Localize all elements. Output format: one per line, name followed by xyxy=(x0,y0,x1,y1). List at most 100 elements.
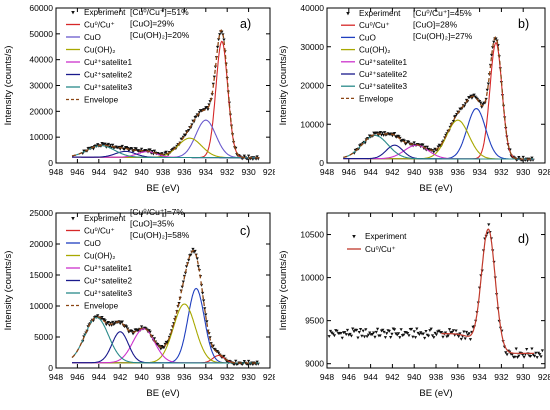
experiment-point xyxy=(411,335,415,339)
experiment-point xyxy=(451,119,456,123)
experiment-point xyxy=(453,333,457,337)
experiment-point xyxy=(331,332,335,336)
experiment-point xyxy=(521,155,525,159)
component-curve-CuO xyxy=(343,108,535,160)
legend-label-sat3: Cu²⁺satelite3 xyxy=(84,83,132,92)
experiment-point xyxy=(183,271,188,275)
experiment-point xyxy=(218,33,222,37)
y-tick-label: 20000 xyxy=(29,106,53,116)
x-tick-label: 936 xyxy=(177,372,191,382)
x-tick-label: 946 xyxy=(342,372,356,382)
legend-label-Cu0Cu1: Cu⁰/Cu⁺ xyxy=(84,21,115,30)
experiment-point xyxy=(345,328,350,332)
component-curve-Cu0Cu1 xyxy=(441,228,535,354)
experiment-point xyxy=(111,320,115,324)
experiment-point xyxy=(187,129,191,132)
experiment-point xyxy=(417,333,422,337)
experiment-point xyxy=(402,139,406,143)
experiment-point xyxy=(206,108,210,112)
x-tick-label: 928 xyxy=(538,167,550,177)
x-axis-label: BE (eV) xyxy=(146,183,179,194)
experiment-point xyxy=(413,336,418,340)
y-tick-label: 9500 xyxy=(305,316,324,326)
x-axis-label: BE (eV) xyxy=(146,388,179,399)
experiment-point xyxy=(480,105,484,109)
experiment-point xyxy=(454,329,458,333)
experiment-point xyxy=(469,94,473,98)
experiment-point xyxy=(247,359,251,363)
experiment-point xyxy=(332,334,337,338)
experiment-point xyxy=(111,143,115,147)
legend-label-experiment: Experiment xyxy=(359,9,401,18)
legend-label-CuOH2: Cu(OH)₂ xyxy=(84,252,115,261)
experiment-point xyxy=(220,30,224,34)
legend-label-experiment: Experiment xyxy=(84,8,126,17)
experiment-point xyxy=(387,329,391,333)
chart-panel-d: 948 946 944 942 940 938 936 934 932 930 928 9000 950… xyxy=(278,212,550,399)
legend-marker-experiment xyxy=(71,11,75,15)
experiment-point xyxy=(234,359,238,363)
legend-label-CuO: CuO xyxy=(359,33,376,42)
x-tick-label: 940 xyxy=(407,372,421,382)
y-tick-label: 0 xyxy=(48,158,53,168)
experiment-point xyxy=(425,145,429,149)
experiment-point xyxy=(91,147,96,151)
x-tick-label: 934 xyxy=(199,372,213,382)
legend-label-sat1: Cu²⁺satelite1 xyxy=(84,58,132,67)
x-tick-label: 940 xyxy=(135,372,149,382)
experiment-point xyxy=(529,355,533,358)
experiment-point xyxy=(159,347,163,351)
experiment-point xyxy=(242,360,246,363)
experiment-point xyxy=(156,343,160,346)
y-tick-label: 15000 xyxy=(29,270,53,280)
experiment-point xyxy=(467,332,471,336)
experiment-point xyxy=(372,331,376,335)
experiment-point xyxy=(421,143,425,147)
experiment-point xyxy=(108,143,113,147)
experiment-point xyxy=(432,336,436,339)
experiment-point xyxy=(487,223,491,227)
plot-area xyxy=(343,36,535,163)
x-tick-label: 942 xyxy=(385,372,399,382)
experiment-point xyxy=(130,329,134,333)
x-tick-label: 932 xyxy=(494,372,508,382)
experiment-point xyxy=(432,150,436,154)
experiment-point xyxy=(525,347,529,351)
y-tick-label: 0 xyxy=(48,363,53,373)
experiment-point xyxy=(510,353,514,357)
annotation-2: [Cu(OH)₂]=20% xyxy=(130,30,190,40)
experiment-point xyxy=(222,354,226,358)
experiment-point xyxy=(120,320,124,324)
y-tick-label: 40000 xyxy=(29,55,53,65)
y-tick-label: 25000 xyxy=(29,208,53,218)
experiment-point xyxy=(406,332,410,335)
annotation-0: [Cu⁰/Cu⁺]=51% xyxy=(130,7,189,17)
legend-label-envelope: Envelope xyxy=(84,302,119,311)
experiment-point xyxy=(96,143,100,146)
experiment-point xyxy=(446,334,450,338)
component-curve-CuO xyxy=(72,287,260,364)
experiment-point xyxy=(148,148,152,152)
annotation-2: [Cu(OH)₂]=27% xyxy=(413,31,473,41)
experiment-point xyxy=(492,40,496,44)
experiment-point xyxy=(430,334,435,338)
experiment-point xyxy=(462,330,466,334)
experiment-point xyxy=(436,145,440,149)
experiment-point xyxy=(352,330,356,334)
experiment-point xyxy=(164,150,168,154)
experiment-point xyxy=(134,147,138,151)
chart-panel-a: 948 946 944 942 940 938 936 934 932 930 928 0 10000 2… xyxy=(3,3,275,194)
experiment-point xyxy=(349,334,354,338)
y-tick-label: 10000 xyxy=(29,301,53,311)
y-tick-label: 9000 xyxy=(305,359,324,369)
component-curve-sat1 xyxy=(72,328,260,364)
annotation-1: [CuO]=28% xyxy=(413,20,458,30)
x-tick-label: 928 xyxy=(263,167,275,177)
legend-marker-experiment xyxy=(346,12,350,16)
x-tick-label: 934 xyxy=(473,372,487,382)
experiment-point xyxy=(366,333,371,337)
experiment-point xyxy=(370,333,374,336)
experiment-point xyxy=(472,93,476,97)
experiment-point xyxy=(398,336,402,340)
y-tick-label: 10500 xyxy=(300,230,324,240)
